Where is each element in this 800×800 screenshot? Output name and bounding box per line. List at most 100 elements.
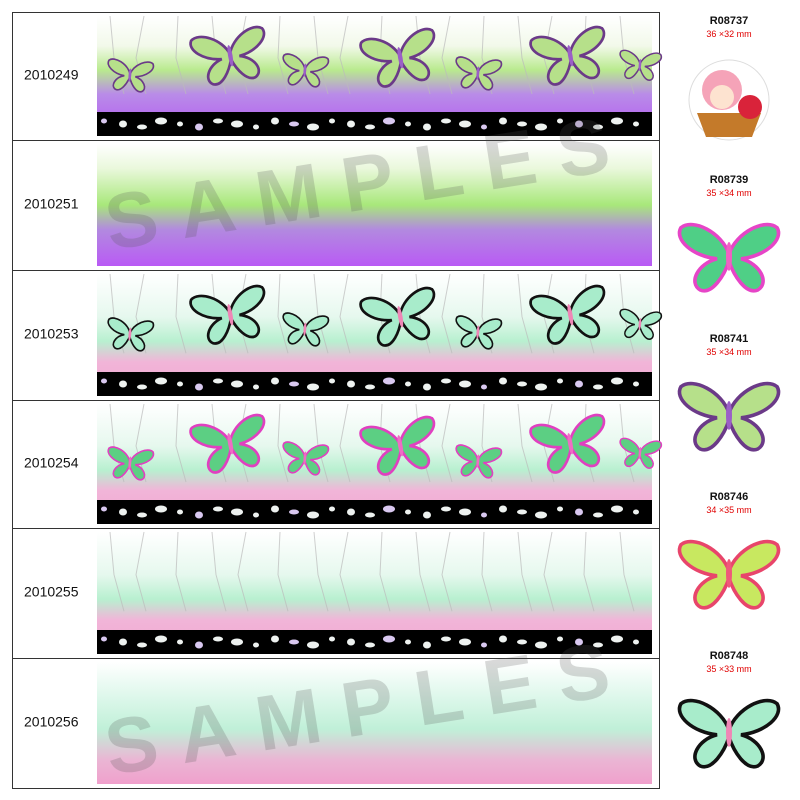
stone	[347, 638, 355, 646]
wing	[228, 284, 266, 339]
wing	[619, 437, 641, 468]
wing-edge	[726, 242, 732, 271]
stone	[459, 120, 471, 128]
stone	[499, 635, 507, 643]
stone	[593, 642, 603, 648]
crack-line	[175, 403, 187, 483]
wing	[727, 222, 781, 293]
butterfly-graphic	[529, 25, 606, 86]
butterfly-graphic	[677, 539, 781, 610]
wing	[189, 35, 233, 86]
stone	[119, 120, 127, 128]
stone	[119, 508, 127, 516]
crack-line	[379, 531, 391, 612]
stone	[441, 378, 451, 384]
wing	[303, 315, 330, 347]
wing	[677, 222, 731, 293]
charm-size: 35 ×34 mm	[706, 188, 751, 198]
product-code: 2010255	[24, 584, 79, 600]
butterfly-graphic	[359, 415, 436, 476]
stone	[611, 377, 623, 385]
wing	[619, 49, 641, 80]
wing	[303, 444, 330, 476]
crack-line	[339, 273, 351, 354]
stone	[383, 117, 395, 125]
stone	[177, 509, 183, 515]
wing	[529, 294, 573, 345]
stone	[633, 509, 639, 515]
crack-line	[517, 403, 533, 483]
wing	[228, 25, 266, 80]
charm-size: 35 ×34 mm	[706, 347, 751, 357]
stone	[231, 120, 243, 128]
stone	[253, 124, 259, 130]
stone-band	[97, 372, 652, 396]
butterfly-graphic	[282, 441, 330, 476]
stone	[101, 118, 107, 124]
stone	[329, 636, 335, 642]
stone	[383, 505, 395, 513]
crack-line	[441, 403, 453, 483]
wing-edge	[476, 454, 480, 468]
crack-line	[441, 273, 453, 354]
stone	[119, 380, 127, 388]
stone	[535, 641, 547, 649]
wing	[638, 311, 663, 340]
wing-edge	[638, 318, 642, 330]
charm-code: R08737	[710, 15, 749, 27]
stone	[423, 123, 431, 131]
charm-code: R08741	[710, 333, 749, 345]
butterfly-graphic	[107, 446, 155, 481]
wing	[107, 446, 131, 479]
stone	[499, 377, 507, 385]
stone	[307, 383, 319, 391]
stone	[633, 121, 639, 127]
stone	[195, 641, 203, 649]
stone	[137, 642, 147, 648]
butterfly-graphic	[455, 315, 503, 350]
crack-line	[517, 15, 533, 95]
stone	[213, 506, 223, 512]
stone	[481, 642, 487, 648]
stone	[213, 118, 223, 124]
crack-line	[543, 531, 555, 612]
stone	[611, 505, 623, 513]
stone	[213, 636, 223, 642]
stone-band	[97, 500, 652, 524]
crack-line	[619, 531, 635, 612]
stone	[557, 506, 563, 512]
charm-code: R08746	[710, 491, 749, 503]
crack-line	[441, 15, 453, 95]
butterfly-graphic	[359, 286, 436, 347]
wing	[107, 317, 131, 350]
crack-line	[175, 273, 187, 354]
stone	[289, 639, 299, 645]
wing	[727, 539, 781, 610]
wing-edge	[638, 59, 642, 71]
product-code: 2010249	[24, 67, 79, 83]
stone	[365, 642, 375, 648]
wing	[677, 381, 731, 452]
wing	[282, 53, 306, 86]
stone	[155, 117, 167, 125]
stone	[155, 377, 167, 385]
wing	[638, 440, 663, 469]
butterfly-graphic	[619, 49, 663, 81]
stone	[441, 636, 451, 642]
wing	[568, 25, 606, 80]
stone	[517, 381, 527, 387]
crack-line	[211, 531, 227, 612]
stone	[499, 117, 507, 125]
wing	[677, 539, 731, 610]
crack-line	[109, 531, 125, 612]
stone	[307, 641, 319, 649]
butterfly-graphic	[529, 284, 606, 345]
wing-edge	[476, 66, 480, 80]
stone	[253, 384, 259, 390]
butterfly-graphic	[282, 312, 330, 347]
wing-edge	[567, 433, 574, 455]
wing	[359, 37, 403, 88]
stone	[593, 512, 603, 518]
butterfly-graphic	[455, 56, 503, 91]
stone	[423, 641, 431, 649]
